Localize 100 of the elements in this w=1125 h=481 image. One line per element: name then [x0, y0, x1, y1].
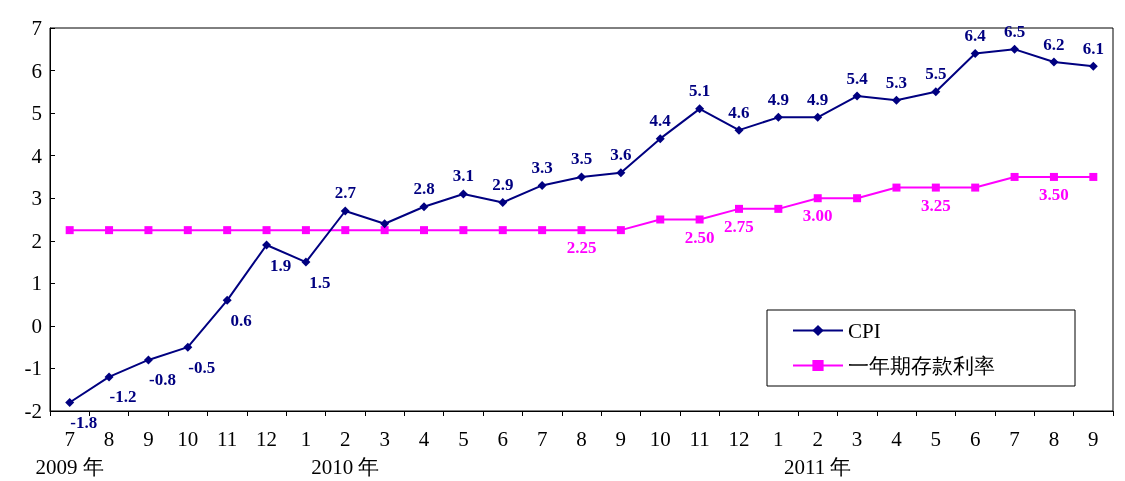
point — [734, 125, 744, 135]
point — [380, 219, 390, 229]
point — [655, 134, 665, 144]
point — [340, 206, 350, 216]
y-tick-label: 2 — [31, 228, 42, 253]
x-tick-label: 1 — [300, 427, 312, 451]
point — [931, 183, 940, 192]
data-label: 4.4 — [649, 111, 672, 131]
x-tick-label: 12 — [728, 427, 750, 451]
y-tick-label: 1 — [31, 271, 42, 296]
point — [458, 189, 468, 199]
point — [498, 197, 508, 207]
point — [459, 226, 468, 235]
y-tick-label: -2 — [24, 399, 42, 423]
point — [774, 204, 783, 213]
x-tick-label: 11 — [217, 427, 238, 451]
point — [262, 240, 272, 250]
point — [970, 49, 980, 59]
point — [891, 95, 901, 105]
x-tick-label: 10 — [177, 427, 199, 451]
data-label: 2.9 — [492, 174, 514, 194]
point — [538, 226, 547, 235]
data-label: 4.9 — [767, 89, 789, 109]
data-label: 3.00 — [802, 206, 833, 226]
point — [695, 215, 704, 224]
point — [734, 204, 743, 213]
x-tick-label: 11 — [689, 427, 710, 451]
data-label: 6.1 — [1082, 38, 1104, 58]
point — [1089, 172, 1098, 181]
point — [971, 183, 980, 192]
y-tick-label: -1 — [24, 356, 42, 381]
data-label: 2.75 — [724, 216, 754, 236]
point — [1010, 44, 1020, 54]
data-label: 3.3 — [531, 157, 553, 177]
point — [301, 226, 310, 235]
x-tick-label: 5 — [458, 427, 469, 451]
data-label: 4.6 — [728, 102, 750, 122]
point — [301, 257, 311, 267]
x-tick-label: 3 — [851, 427, 863, 451]
point — [223, 226, 232, 235]
point — [931, 87, 941, 97]
x-tick-label: 8 — [1048, 427, 1060, 451]
x-tick-label: 9 — [615, 427, 627, 451]
x-tick-label: 4 — [891, 427, 903, 451]
point — [813, 194, 822, 203]
point — [222, 295, 232, 305]
x-tick-label: 6 — [969, 427, 981, 451]
x-tick-label: 2 2011 年 — [783, 427, 852, 479]
y-tick-label: 6 — [31, 58, 42, 83]
data-label: 6.2 — [1043, 34, 1065, 54]
x-tick-label: 2 2010 年 — [311, 427, 380, 479]
point — [183, 342, 193, 352]
y-tick-label: 4 — [31, 143, 43, 168]
point — [853, 194, 862, 203]
data-label: 5.1 — [688, 81, 711, 101]
x-tick-label: 12 — [256, 427, 278, 451]
point — [813, 112, 823, 122]
point — [380, 226, 389, 235]
x-tick-label: 7 — [536, 427, 548, 451]
y-tick-label: 0 — [31, 313, 42, 338]
data-label: 3.25 — [920, 195, 951, 215]
data-label: 5.4 — [846, 68, 869, 88]
point — [105, 226, 114, 235]
x-tick-label: 4 — [418, 427, 430, 451]
data-label: 0.6 — [230, 310, 252, 330]
point — [1049, 57, 1059, 67]
data-label: 1.9 — [269, 255, 292, 275]
y-tick-label: 7 — [31, 16, 42, 40]
point — [104, 372, 114, 382]
x-tick-label: 10 — [649, 427, 671, 451]
data-label: 4.9 — [807, 89, 829, 109]
data-label: 2.50 — [684, 227, 715, 247]
data-label: -0.5 — [188, 357, 216, 377]
point — [537, 180, 547, 190]
data-label: 1.5 — [309, 272, 331, 292]
point — [341, 226, 350, 235]
legend-label: CPI — [848, 318, 881, 343]
x-tick-label: 1 — [773, 427, 784, 451]
data-label: -0.8 — [148, 370, 176, 390]
x-tick-label: 7 — [1009, 427, 1020, 451]
point — [695, 104, 705, 114]
legend-label: 一年期存款利率 — [848, 353, 995, 378]
point — [419, 202, 429, 212]
point — [1049, 172, 1058, 181]
y-tick-label: 3 — [31, 186, 42, 211]
x-tick-label: 5 — [930, 427, 942, 451]
x-tick-label: 9 — [143, 427, 154, 451]
point — [183, 226, 192, 235]
point — [65, 397, 75, 407]
point — [577, 226, 586, 235]
data-label: 6.5 — [1003, 21, 1026, 41]
x-tick-label: 3 — [379, 427, 390, 451]
x-tick-label: 9 — [1088, 427, 1099, 451]
data-label: 6.4 — [964, 26, 987, 46]
data-label: 3.1 — [452, 166, 475, 186]
point — [498, 226, 507, 235]
data-label: 2.25 — [566, 238, 597, 258]
point — [1010, 172, 1019, 181]
point — [262, 226, 271, 235]
point — [1088, 61, 1098, 71]
